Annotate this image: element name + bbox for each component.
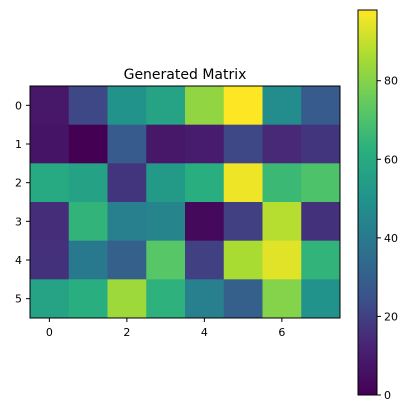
heatmap-cell xyxy=(185,86,225,126)
heatmap-cell xyxy=(68,279,108,319)
heatmap-cell xyxy=(107,279,147,319)
heatmap-cell xyxy=(185,163,225,203)
heatmap-cell xyxy=(30,86,70,126)
colorbar-tick-label: 80 xyxy=(384,75,398,88)
heatmap-cell xyxy=(68,86,108,126)
chart-title: Generated Matrix xyxy=(124,67,247,83)
y-tick-label: 4 xyxy=(15,254,22,267)
y-tick-label: 0 xyxy=(15,99,22,112)
heatmap-cell xyxy=(30,202,70,242)
heatmap-cell xyxy=(223,240,263,280)
heatmap-cell xyxy=(30,240,70,280)
heatmap-cell xyxy=(262,279,302,319)
y-axis: 0 1 2 3 4 5 xyxy=(15,99,30,306)
heatmap-cell xyxy=(301,163,341,203)
heatmap-cell xyxy=(146,202,186,242)
heatmap-cells xyxy=(30,86,341,319)
heatmap-cell xyxy=(30,163,70,203)
x-tick-label: 6 xyxy=(278,326,285,339)
heatmap-cell xyxy=(146,86,186,126)
heatmap-cell xyxy=(30,124,70,164)
heatmap-cell xyxy=(68,202,108,242)
heatmap-cell xyxy=(185,202,225,242)
heatmap-cell xyxy=(146,279,186,319)
heatmap-cell xyxy=(301,202,341,242)
heatmap-cell xyxy=(146,163,186,203)
colorbar-tick-label: 20 xyxy=(384,310,398,323)
y-tick-label: 2 xyxy=(15,177,22,190)
heatmap-cell xyxy=(185,240,225,280)
heatmap-cell xyxy=(301,240,341,280)
heatmap-cell xyxy=(185,279,225,319)
heatmap-cell xyxy=(262,202,302,242)
x-tick-label: 0 xyxy=(46,326,53,339)
heatmap-cell xyxy=(223,279,263,319)
y-tick-label: 3 xyxy=(15,215,22,228)
colorbar-tick-label: 60 xyxy=(384,153,398,166)
heatmap-cell xyxy=(68,163,108,203)
heatmap-cell xyxy=(107,163,147,203)
heatmap-cell xyxy=(262,86,302,126)
heatmap-cell xyxy=(223,124,263,164)
x-tick-label: 2 xyxy=(123,326,130,339)
plot-frame xyxy=(29,85,341,319)
heatmap-cell xyxy=(223,163,263,203)
heatmap-cell xyxy=(107,202,147,242)
colorbar-tick-label: 40 xyxy=(384,232,398,245)
x-axis: 0 2 4 6 xyxy=(46,318,285,339)
y-tick-label: 1 xyxy=(15,138,22,151)
heatmap-cell xyxy=(68,240,108,280)
heatmap-cell xyxy=(107,124,147,164)
heatmap-cell xyxy=(107,240,147,280)
heatmap-cell xyxy=(146,240,186,280)
heatmap-cell xyxy=(301,124,341,164)
heatmap-cell xyxy=(262,124,302,164)
heatmap-cell xyxy=(262,163,302,203)
colorbar-tick-label: 0 xyxy=(384,389,391,402)
heatmap-cell xyxy=(30,279,70,319)
heatmap-cell xyxy=(223,202,263,242)
colorbar xyxy=(357,9,378,396)
heatmap-cell xyxy=(107,86,147,126)
heatmap-cell xyxy=(262,240,302,280)
heatmap-cell xyxy=(223,86,263,126)
heatmap-cell xyxy=(146,124,186,164)
colorbar-axis: 0 20 40 60 80 xyxy=(377,75,398,402)
x-tick-label: 4 xyxy=(201,326,208,339)
heatmap-cell xyxy=(301,279,341,319)
heatmap-cell xyxy=(68,124,108,164)
heatmap-cell xyxy=(301,86,341,126)
y-tick-label: 5 xyxy=(15,293,22,306)
heatmap-cell xyxy=(185,124,225,164)
